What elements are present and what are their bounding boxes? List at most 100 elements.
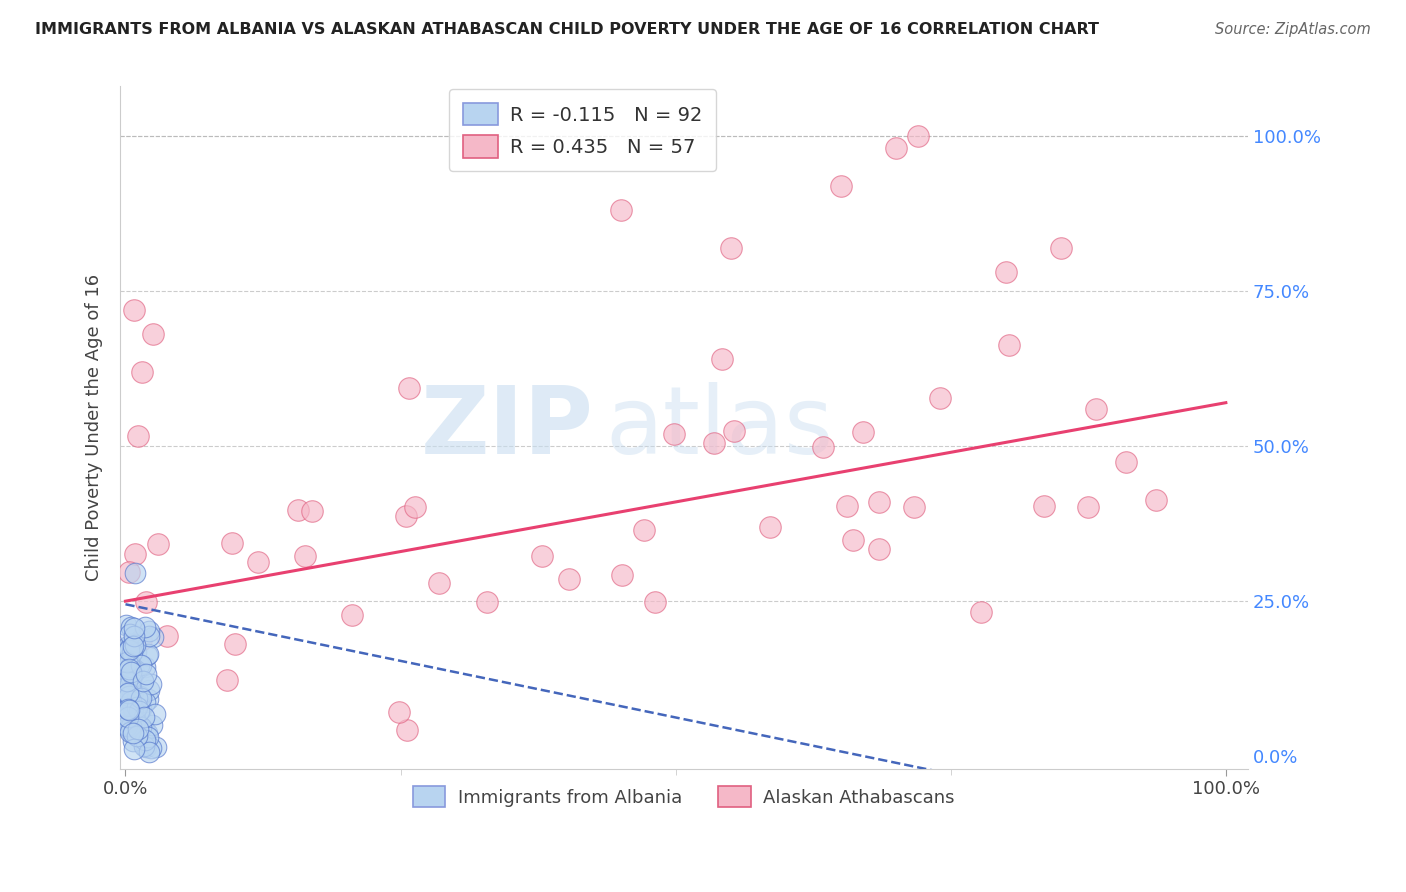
Point xyxy=(301,504,323,518)
Text: atlas: atlas xyxy=(605,382,834,474)
Point xyxy=(903,500,925,514)
Point xyxy=(120,627,142,641)
Point xyxy=(115,696,138,710)
Point xyxy=(136,647,159,661)
Point xyxy=(117,686,139,700)
Point xyxy=(868,494,890,508)
Point xyxy=(118,722,141,736)
Point xyxy=(138,682,160,697)
Point xyxy=(121,667,143,681)
Point xyxy=(1115,455,1137,469)
Point xyxy=(134,733,156,747)
Point xyxy=(842,533,865,548)
Point xyxy=(156,629,179,643)
Point xyxy=(128,690,150,704)
Point xyxy=(122,302,145,317)
Point xyxy=(121,714,143,728)
Point xyxy=(129,632,152,647)
Point xyxy=(134,620,156,634)
Point xyxy=(127,700,149,714)
Point xyxy=(1077,500,1099,515)
Point xyxy=(148,537,170,551)
Point xyxy=(612,568,634,582)
Point xyxy=(118,643,141,657)
Point xyxy=(129,691,152,706)
Point xyxy=(134,695,156,709)
Point xyxy=(135,667,157,681)
Point xyxy=(396,723,419,737)
Point xyxy=(120,681,142,696)
Point xyxy=(115,718,138,732)
Point xyxy=(633,523,655,537)
Point xyxy=(122,639,145,653)
Point xyxy=(117,707,139,722)
Point xyxy=(929,391,952,405)
Point xyxy=(134,710,156,724)
Point xyxy=(118,689,141,703)
Point xyxy=(124,621,146,635)
Point xyxy=(221,535,243,549)
Point xyxy=(115,674,138,689)
Point xyxy=(138,624,160,639)
Point xyxy=(609,203,631,218)
Point xyxy=(115,641,138,656)
Point xyxy=(997,337,1019,351)
Point xyxy=(138,745,160,759)
Point xyxy=(122,665,145,679)
Point xyxy=(131,673,153,688)
Text: ZIP: ZIP xyxy=(420,382,593,474)
Point xyxy=(644,595,666,609)
Point xyxy=(134,660,156,674)
Point xyxy=(884,141,907,155)
Point xyxy=(224,637,246,651)
Point xyxy=(835,500,858,514)
Point xyxy=(131,365,153,379)
Point xyxy=(662,427,685,442)
Point xyxy=(217,673,239,687)
Point xyxy=(851,425,873,440)
Point xyxy=(141,718,163,732)
Point xyxy=(117,639,139,653)
Point xyxy=(388,705,411,719)
Point xyxy=(134,725,156,739)
Point xyxy=(720,241,742,255)
Point xyxy=(294,549,316,563)
Point xyxy=(138,629,160,643)
Point xyxy=(128,690,150,704)
Point xyxy=(811,440,834,454)
Point xyxy=(145,739,167,754)
Point xyxy=(118,656,141,670)
Point xyxy=(139,741,162,756)
Point xyxy=(124,547,146,561)
Point xyxy=(120,719,142,733)
Point xyxy=(121,685,143,699)
Point xyxy=(136,730,159,744)
Point xyxy=(135,595,157,609)
Point xyxy=(869,541,891,556)
Point xyxy=(131,702,153,716)
Point xyxy=(125,691,148,706)
Point xyxy=(702,436,724,450)
Point xyxy=(143,707,166,722)
Point xyxy=(710,352,733,367)
Point xyxy=(118,660,141,674)
Legend: Immigrants from Albania, Alaskan Athabascans: Immigrants from Albania, Alaskan Athabas… xyxy=(405,779,962,814)
Point xyxy=(122,700,145,714)
Point xyxy=(118,689,141,703)
Point xyxy=(1049,241,1071,255)
Point xyxy=(121,645,143,659)
Point xyxy=(120,637,142,651)
Point xyxy=(127,729,149,743)
Point xyxy=(907,128,929,143)
Point xyxy=(124,566,146,581)
Point xyxy=(142,327,165,342)
Point xyxy=(120,694,142,708)
Point xyxy=(114,668,136,682)
Point xyxy=(427,576,450,591)
Point xyxy=(122,629,145,643)
Point xyxy=(124,714,146,729)
Point xyxy=(115,719,138,733)
Point xyxy=(121,734,143,748)
Point xyxy=(122,708,145,723)
Point xyxy=(287,503,309,517)
